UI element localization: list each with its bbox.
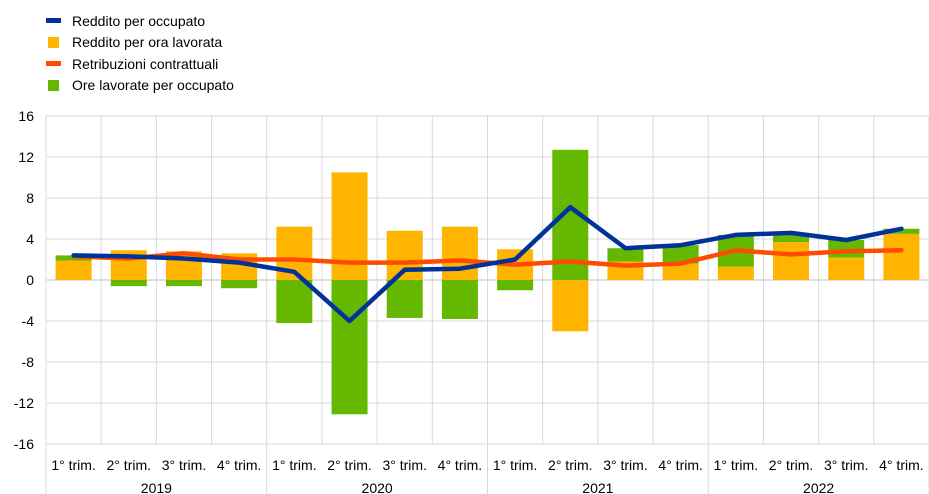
y-tick-label: -4: [22, 313, 35, 329]
x-tick-label: 1° trim.: [493, 457, 538, 473]
bar-ore-lavorate: [165, 280, 202, 287]
x-tick-label: 3° trim.: [824, 457, 869, 473]
x-tick-label: 2° trim.: [548, 457, 593, 473]
bar-reddito-per-ora: [441, 226, 478, 280]
legend-swatch-retribuzioni: [46, 61, 61, 67]
year-label: 2021: [582, 480, 613, 494]
x-tick-label: 2° trim.: [107, 457, 152, 473]
legend-label-reddito-per-ora: Reddito per ora lavorata: [72, 34, 223, 51]
bar-reddito-per-ora: [883, 233, 920, 280]
bar-ore-lavorate: [497, 280, 534, 291]
y-tick-label: 4: [26, 231, 34, 247]
x-tick-label: 3° trim.: [603, 457, 648, 473]
bar-ore-lavorate: [773, 232, 810, 243]
x-tick-label: 3° trim.: [382, 457, 427, 473]
y-tick-label: 0: [26, 272, 34, 288]
x-tick-label: 4° trim.: [438, 457, 483, 473]
legend-swatch-ore-lavorate: [48, 79, 59, 91]
x-tick-label: 4° trim.: [879, 457, 924, 473]
legend-item-retribuzioni: Retribuzioni contrattuali: [46, 53, 234, 75]
bar-ore-lavorate: [110, 280, 147, 287]
bar-ore-lavorate: [331, 280, 368, 415]
y-tick-label: 12: [18, 149, 34, 165]
bar-ore-lavorate: [276, 280, 313, 324]
chart-legend: Reddito per occupato Reddito per ora lav…: [46, 10, 234, 96]
legend-item-reddito-per-occupato: Reddito per occupato: [46, 10, 234, 32]
x-tick-label: 3° trim.: [162, 457, 207, 473]
bar-ore-lavorate: [607, 248, 644, 262]
x-tick-label: 2° trim.: [769, 457, 814, 473]
line-reddito-per-occupato: [71, 204, 904, 324]
legend-swatch-reddito-per-occupato: [46, 18, 61, 24]
x-tick-label: 1° trim.: [51, 457, 96, 473]
y-tick-label: 8: [26, 190, 34, 206]
legend-swatch-reddito-per-ora: [48, 36, 59, 48]
x-tick-label: 4° trim.: [217, 457, 262, 473]
y-tick-label: -8: [22, 354, 35, 370]
bar-reddito-per-ora: [55, 260, 92, 280]
x-tick-label: 2° trim.: [327, 457, 372, 473]
bar-reddito-per-ora: [828, 257, 865, 280]
x-tick-label: 1° trim.: [714, 457, 759, 473]
y-tick-label: -12: [14, 395, 34, 411]
x-tick-label: 1° trim.: [272, 457, 317, 473]
x-tick-label: 4° trim.: [658, 457, 703, 473]
y-tick-label: -16: [14, 436, 34, 452]
bar-ore-lavorate: [883, 228, 920, 234]
legend-item-reddito-per-ora: Reddito per ora lavorata: [46, 32, 234, 54]
bar-reddito-per-ora: [662, 263, 699, 280]
bar-ore-lavorate: [221, 280, 258, 289]
legend-label-reddito-per-occupato: Reddito per occupato: [72, 12, 206, 29]
bar-ore-lavorate: [828, 240, 865, 258]
bar-reddito-per-ora: [773, 242, 810, 280]
legend-item-ore-lavorate: Ore lavorate per occupato: [46, 75, 234, 97]
y-tick-label: 16: [18, 108, 34, 124]
bar-reddito-per-ora: [552, 280, 589, 332]
legend-label-retribuzioni: Retribuzioni contrattuali: [72, 55, 219, 72]
bar-ore-lavorate: [441, 280, 478, 319]
year-label: 2022: [803, 480, 834, 494]
year-label: 2019: [141, 480, 172, 494]
year-label: 2020: [362, 480, 393, 494]
legend-label-ore-lavorate: Ore lavorate per occupato: [72, 77, 234, 94]
bar-reddito-per-ora: [717, 266, 754, 280]
bar-ore-lavorate: [386, 280, 423, 318]
bar-ore-lavorate: [662, 245, 699, 264]
